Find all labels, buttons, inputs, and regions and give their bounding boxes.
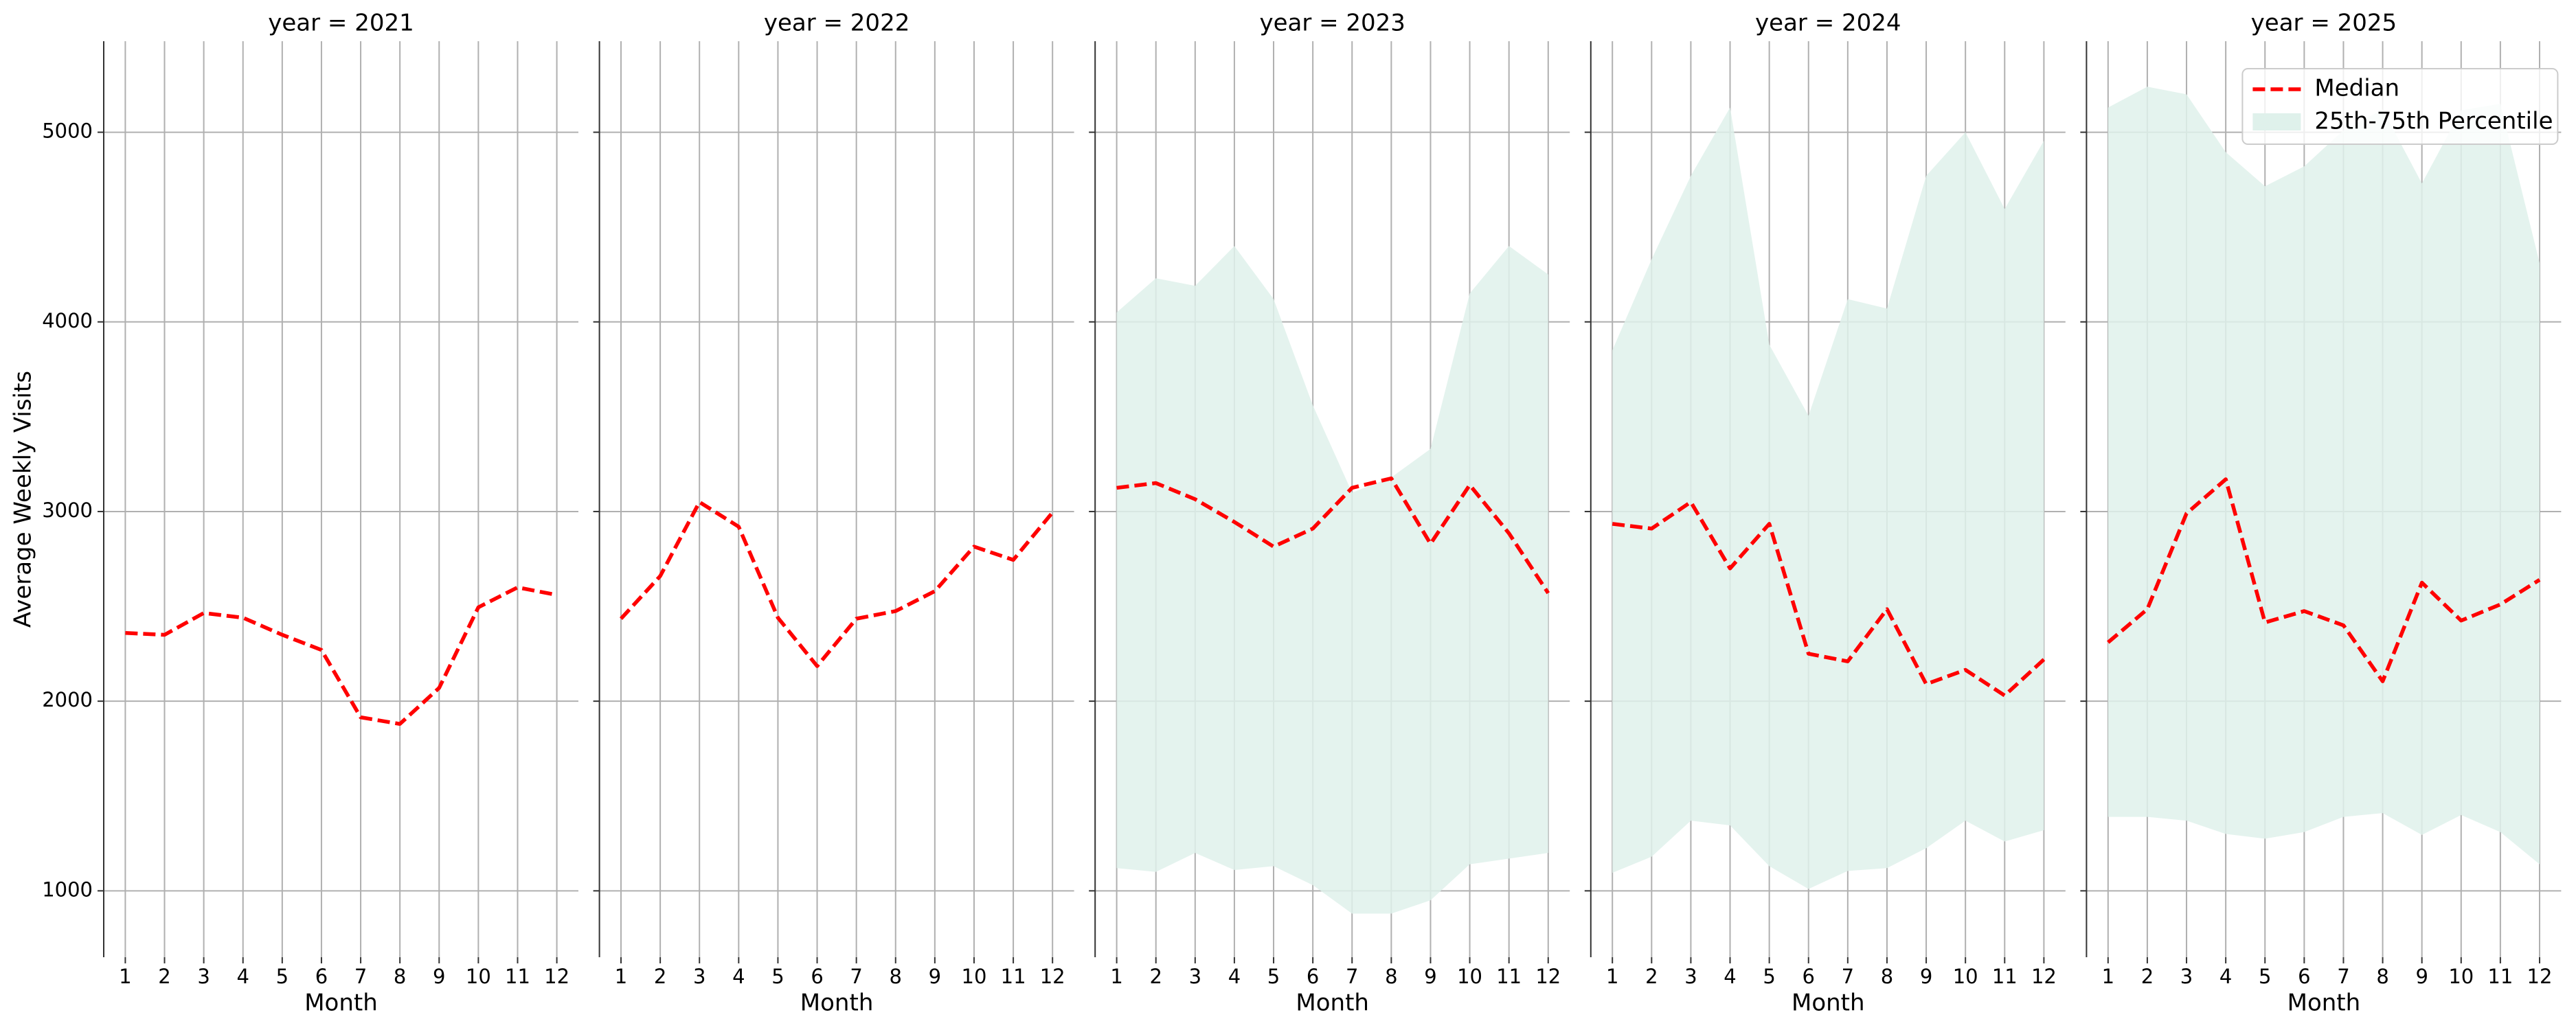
x-tick-label: 11 <box>2487 965 2513 988</box>
panel-title: year = 2025 <box>2251 10 2397 37</box>
x-tick-label: 5 <box>771 965 784 988</box>
x-tick-label: 6 <box>811 965 823 988</box>
percentile-band <box>1612 107 2044 889</box>
median-line <box>1612 500 2046 698</box>
x-tick-label: 3 <box>1189 965 1201 988</box>
x-tick-label: 1 <box>1606 965 1618 988</box>
x-tick-label: 1 <box>119 965 131 988</box>
panel-title: year = 2023 <box>1259 10 1405 37</box>
x-tick-label: 5 <box>2259 965 2271 988</box>
x-tick-label: 5 <box>1267 965 1280 988</box>
percentile-band <box>1116 246 1548 914</box>
x-tick-label: 4 <box>1724 965 1736 988</box>
legend-label: 25th-75th Percentile <box>2314 108 2553 135</box>
x-tick-label: 11 <box>1992 965 2018 988</box>
x-tick-label: 11 <box>1001 965 1026 988</box>
x-tick-label: 2 <box>1149 965 1162 988</box>
x-tick-label: 11 <box>1496 965 1522 988</box>
x-tick-label: 2 <box>158 965 170 988</box>
y-tick-label: 1000 <box>42 878 93 901</box>
x-axis-label: Month <box>1792 989 1865 1017</box>
x-tick-label: 9 <box>1424 965 1436 988</box>
x-tick-label: 11 <box>505 965 530 988</box>
x-tick-label: 8 <box>890 965 902 988</box>
x-tick-label: 10 <box>466 965 491 988</box>
median-line <box>125 585 558 726</box>
x-tick-label: 10 <box>1953 965 1978 988</box>
x-tick-label: 10 <box>1457 965 1482 988</box>
x-axis-label: Month <box>1296 989 1369 1017</box>
x-tick-label: 1 <box>1110 965 1122 988</box>
x-tick-label: 4 <box>1228 965 1241 988</box>
x-tick-label: 6 <box>1307 965 1319 988</box>
x-tick-label: 10 <box>962 965 987 988</box>
x-tick-label: 3 <box>1684 965 1697 988</box>
x-tick-label: 12 <box>2527 965 2553 988</box>
x-axis-label: Month <box>800 989 874 1017</box>
x-tick-label: 7 <box>1842 965 1854 988</box>
x-tick-label: 5 <box>1763 965 1775 988</box>
x-tick-label: 10 <box>2448 965 2474 988</box>
x-tick-label: 7 <box>1346 965 1358 988</box>
legend: Median 25th-75th Percentile <box>2241 68 2559 145</box>
x-tick-label: 8 <box>1881 965 1893 988</box>
y-tick-label: 3000 <box>42 499 93 522</box>
x-tick-label: 4 <box>732 965 745 988</box>
x-tick-label: 8 <box>1385 965 1397 988</box>
panel-title: year = 2024 <box>1755 10 1901 37</box>
x-axis-label: Month <box>2287 989 2361 1017</box>
y-tick-label: 5000 <box>42 119 93 143</box>
x-tick-label: 9 <box>2415 965 2428 988</box>
x-tick-label: 6 <box>2298 965 2310 988</box>
x-tick-label: 2 <box>654 965 666 988</box>
legend-box <box>2241 68 2559 145</box>
median-line <box>619 500 1054 668</box>
x-tick-label: 8 <box>394 965 406 988</box>
x-tick-label: 2 <box>1645 965 1658 988</box>
x-tick-label: 6 <box>1803 965 1815 988</box>
x-tick-label: 2 <box>2141 965 2154 988</box>
y-axis-label: Average Weekly Visits <box>10 371 37 628</box>
x-tick-label: 3 <box>693 965 705 988</box>
x-tick-label: 12 <box>1535 965 1561 988</box>
y-tick-label: 2000 <box>42 688 93 711</box>
x-tick-label: 1 <box>2102 965 2114 988</box>
legend-label: Median <box>2314 75 2399 102</box>
panel-title: year = 2021 <box>268 10 414 37</box>
x-tick-label: 12 <box>544 965 569 988</box>
x-tick-label: 9 <box>1920 965 1932 988</box>
y-tick-label: 4000 <box>42 309 93 332</box>
x-tick-label: 7 <box>354 965 367 988</box>
panel-title: year = 2022 <box>764 10 909 37</box>
percentile-band <box>2108 87 2540 865</box>
x-tick-label: 6 <box>315 965 328 988</box>
x-tick-label: 9 <box>433 965 445 988</box>
x-tick-label: 4 <box>2219 965 2232 988</box>
x-tick-label: 12 <box>2031 965 2057 988</box>
x-tick-label: 7 <box>850 965 862 988</box>
x-tick-label: 9 <box>929 965 941 988</box>
x-tick-label: 3 <box>2180 965 2193 988</box>
x-tick-label: 7 <box>2337 965 2349 988</box>
x-tick-label: 5 <box>276 965 289 988</box>
median-line <box>1116 476 1550 595</box>
median-line <box>2107 477 2541 683</box>
x-tick-label: 12 <box>1040 965 1065 988</box>
x-axis-label: Month <box>304 989 378 1017</box>
x-tick-label: 3 <box>197 965 210 988</box>
legend-swatch <box>2252 113 2301 130</box>
x-tick-label: 1 <box>615 965 627 988</box>
x-tick-label: 4 <box>237 965 249 988</box>
x-tick-label: 8 <box>2376 965 2388 988</box>
